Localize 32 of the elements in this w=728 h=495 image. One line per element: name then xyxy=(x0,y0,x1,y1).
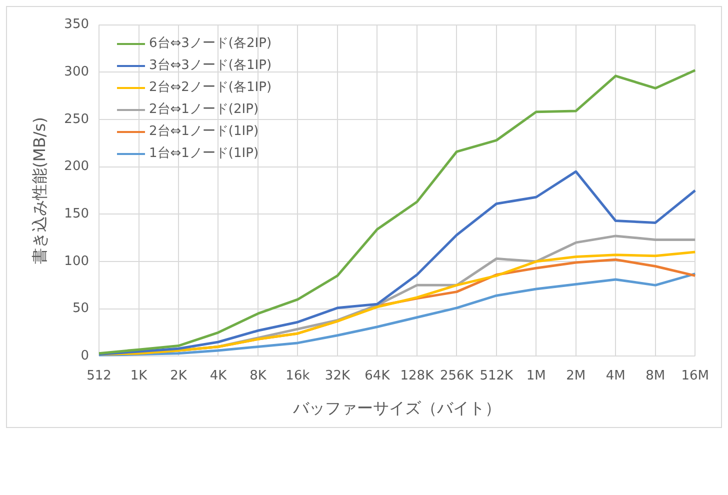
x-tick-label: 4K xyxy=(210,368,228,384)
y-tick-label: 0 xyxy=(80,348,90,364)
x-tick-label: 256K xyxy=(440,368,474,384)
legend-label: 2台⇔1ノード(2IP) xyxy=(149,101,259,119)
legend-label: 6台⇔3ノード(各2IP) xyxy=(149,35,272,53)
legend-label: 2台⇔1ノード(1IP) xyxy=(149,123,259,141)
x-tick-label: 1M xyxy=(526,368,546,384)
y-tick-label: 300 xyxy=(64,64,90,80)
y-axis-title: 書き込み性能(MB/s) xyxy=(30,117,49,264)
x-tick-label: 16k xyxy=(286,368,310,384)
y-tick-label: 100 xyxy=(64,254,90,269)
x-tick-label: 16M xyxy=(681,368,710,384)
x-tick-label: 8M xyxy=(646,368,666,384)
y-tick-label: 250 xyxy=(64,112,90,127)
y-tick-label: 350 xyxy=(64,17,90,32)
x-tick-label: 64K xyxy=(364,368,390,384)
x-tick-label: 128K xyxy=(400,368,434,384)
x-tick-label: 4M xyxy=(606,368,626,384)
x-tick-label: 8K xyxy=(250,368,267,384)
x-tick-label: 512K xyxy=(480,368,514,384)
y-tick-label: 50 xyxy=(72,301,90,316)
legend-label: 2台⇔2ノード(各1IP) xyxy=(149,79,272,97)
x-tick-label: 2K xyxy=(170,368,188,384)
x-tick-label: 512 xyxy=(86,368,112,384)
x-tick-label: 2M xyxy=(566,368,586,384)
y-tick-label: 150 xyxy=(64,206,90,222)
x-axis-title: バッファーサイズ（バイト） xyxy=(292,398,502,418)
legend-label: 3台⇔3ノード(各1IP) xyxy=(149,57,272,75)
x-tick-label: 32K xyxy=(324,368,350,384)
y-tick-label: 200 xyxy=(64,159,90,174)
x-tick-label: 1K xyxy=(130,368,148,384)
legend-label: 1台⇔1ノード(1IP) xyxy=(149,145,259,163)
